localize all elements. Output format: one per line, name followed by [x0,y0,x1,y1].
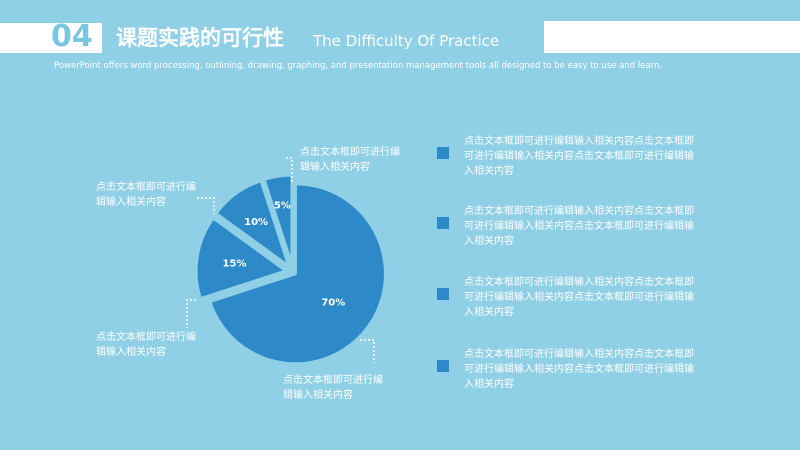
header-bar-right [544,21,800,53]
leader-line-left-upper [197,197,215,214]
pie-callout-left-upper[interactable]: 点击文本框即可进行编辑输入相关内容 [96,182,196,208]
header-bar-left [0,23,102,53]
pie-slice-15[interactable] [194,216,288,301]
page-title[interactable]: 课题实践的可行性 [116,26,284,50]
leader-line-bottom [360,339,375,363]
pie-slice-10[interactable] [214,179,291,268]
leader-line-top [286,157,293,182]
pie-callout-bottom[interactable]: 点击文本框即可进行编辑输入相关内容 [283,375,383,401]
pie-callout-top[interactable]: 点击文本框即可进行编辑输入相关内容 [300,147,400,173]
pie-slice-70-label: 70% [321,297,345,308]
pie-slice-5[interactable] [262,173,294,267]
page-subtitle[interactable]: PowerPoint offers word processing, outli… [54,61,663,71]
pie-labels: 70% 15% 10% 5% [223,201,346,309]
bullet-square-icon [437,288,449,300]
pie-callout-left-lower[interactable]: 点击文本框即可进行编辑输入相关内容 [96,332,196,358]
pie-slice-10-label: 10% [244,217,268,228]
pie-slices [194,173,387,366]
leader-line-left-lower [186,299,196,328]
bullet-square-icon [437,360,449,372]
pie-slice-15-label: 15% [223,259,247,270]
page-title-en[interactable]: The Difficulty Of Practice [313,32,500,50]
bullet-square-icon [437,217,449,229]
section-number: 04 [51,19,93,54]
list-item-text[interactable]: 点击文本框即可进行编辑输入相关内容点击文本框即可进行编辑输入相关内容点击文本框即… [464,136,694,177]
list-item-text[interactable]: 点击文本框即可进行编辑输入相关内容点击文本框即可进行编辑输入相关内容点击文本框即… [464,277,694,318]
leader-lines [186,157,375,363]
pie-slice-5-label: 5% [274,201,291,212]
pie-slice-70[interactable] [208,182,387,366]
list-item-text[interactable]: 点击文本框即可进行编辑输入相关内容点击文本框即可进行编辑输入相关内容点击文本框即… [464,206,694,247]
list-item-text[interactable]: 点击文本框即可进行编辑输入相关内容点击文本框即可进行编辑输入相关内容点击文本框即… [464,349,694,390]
bullet-square-icon [437,147,449,159]
